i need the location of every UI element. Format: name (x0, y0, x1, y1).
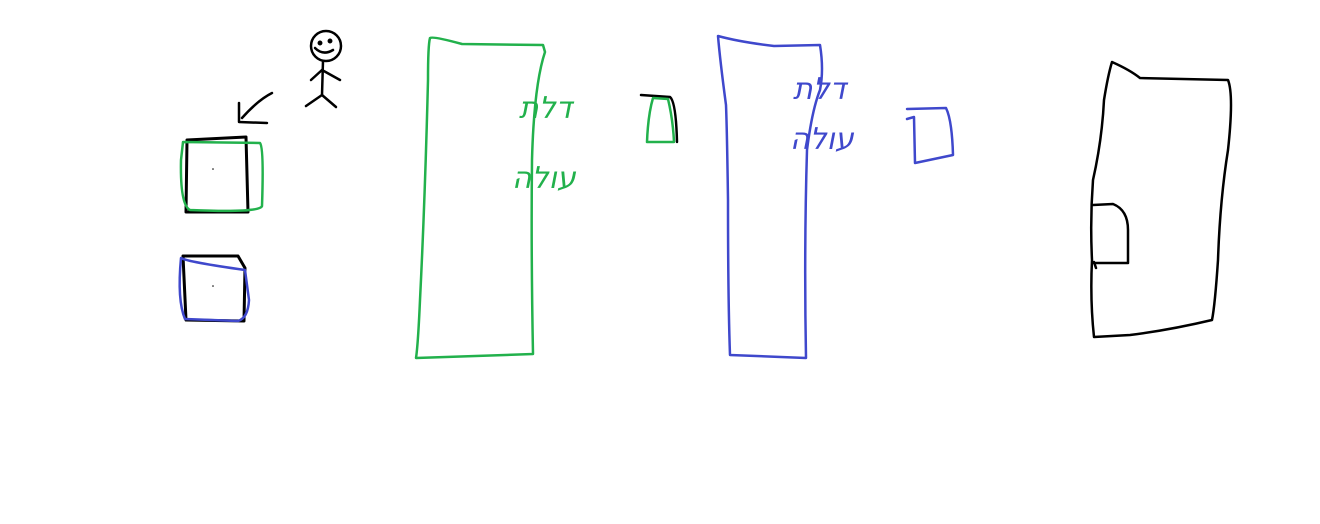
black-door (1089, 60, 1233, 339)
blue-door-label-line1: דלת (793, 72, 849, 107)
green-door-label-line1: דלת (519, 91, 575, 126)
blue-door (716, 34, 824, 360)
green-door-label-line2: עולה (512, 161, 577, 196)
switch-box-green (179, 135, 264, 214)
switch-box-blue (178, 254, 251, 323)
small-green-shape (639, 93, 679, 144)
small-blue-shape (905, 106, 955, 165)
green-door (414, 36, 547, 360)
blue-door-label-line2: עולה (790, 122, 855, 157)
stick-figure-icon (304, 29, 343, 109)
arrow-icon (237, 91, 274, 125)
